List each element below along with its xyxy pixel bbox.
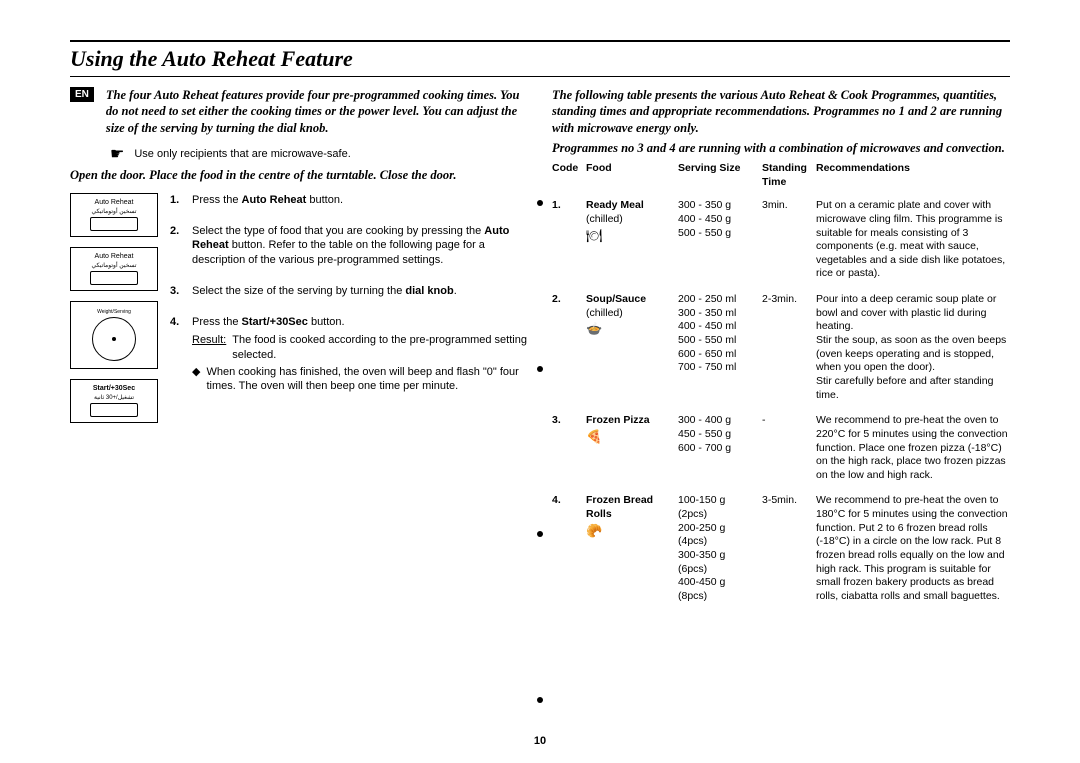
step-number: 4. — [170, 315, 184, 394]
step-number: 3. — [170, 284, 184, 299]
programme-table: Code Food Serving Size Standing Time Rec… — [552, 162, 1010, 610]
cell-serving-size: 300 - 400 g450 - 550 g600 - 700 g — [678, 414, 756, 482]
illus-auto-reheat-2: Auto Reheat تسخين أوتوماتيكي — [70, 247, 158, 291]
result-label: Result: — [192, 333, 226, 363]
table-row: 2.Soup/Sauce(chilled)🍲200 - 250 ml300 - … — [552, 287, 1010, 408]
col-size: Serving Size — [678, 162, 756, 189]
step-list: 1.Press the Auto Reheat button.2.Select … — [170, 193, 528, 433]
cell-food: Frozen Bread Rolls🥐 — [586, 494, 672, 603]
top-rule — [70, 40, 1010, 42]
open-door-instruction: Open the door. Place the food in the cen… — [70, 168, 528, 183]
left-intro: The four Auto Reheat features provide fo… — [106, 87, 528, 136]
cell-recommendation: Pour into a deep ceramic soup plate or b… — [816, 293, 1010, 402]
col-code: Code — [552, 162, 580, 189]
cell-code: 2. — [552, 293, 580, 402]
manual-page: Using the Auto Reheat Feature EN The fou… — [0, 0, 1080, 763]
cell-recommendation: Put on a ceramic plate and cover with mi… — [816, 199, 1010, 281]
right-intro-1: The following table presents the various… — [552, 87, 1010, 136]
step-number: 1. — [170, 193, 184, 208]
page-title: Using the Auto Reheat Feature — [70, 46, 1010, 72]
col-time: Standing Time — [762, 162, 810, 189]
cell-serving-size: 200 - 250 ml300 - 350 ml400 - 450 ml500 … — [678, 293, 756, 402]
table-row: 3.Frozen Pizza🍕300 - 400 g450 - 550 g600… — [552, 408, 1010, 488]
table-header: Code Food Serving Size Standing Time Rec… — [552, 162, 1010, 193]
step-number: 2. — [170, 224, 184, 269]
note-text: Use only recipients that are microwave-s… — [134, 148, 350, 160]
right-column: The following table presents the various… — [552, 87, 1010, 610]
right-intro-2: Programmes no 3 and 4 are running with a… — [552, 140, 1010, 156]
bullet-text: When cooking has finished, the oven will… — [206, 365, 528, 395]
food-icon: 🥐 — [586, 524, 672, 537]
dial-icon — [92, 317, 136, 361]
button-icon — [90, 217, 138, 231]
step-body: Select the type of food that you are coo… — [192, 224, 528, 269]
food-icon: 🍲 — [586, 322, 672, 335]
cell-food: Soup/Sauce(chilled)🍲 — [586, 293, 672, 402]
step-body: Select the size of the serving by turnin… — [192, 284, 528, 299]
cell-standing-time: 3-5min. — [762, 494, 810, 603]
cell-code: 3. — [552, 414, 580, 482]
col-food: Food — [586, 162, 672, 189]
cell-serving-size: 300 - 350 g400 - 450 g500 - 550 g — [678, 199, 756, 281]
title-underline — [70, 76, 1010, 77]
page-number: 10 — [0, 735, 1080, 747]
step-item: 1. Press the Auto Reheat button. — [170, 193, 528, 208]
step-body: Press the Start/+30Sec button.Result:The… — [192, 315, 528, 394]
cell-food: Ready Meal(chilled)🍽 — [586, 199, 672, 281]
table-row: 4.Frozen Bread Rolls🥐100-150 g (2pcs)200… — [552, 488, 1010, 609]
table-row: 1.Ready Meal(chilled)🍽300 - 350 g400 - 4… — [552, 193, 1010, 287]
col-rec: Recommendations — [816, 162, 1010, 189]
cell-food: Frozen Pizza🍕 — [586, 414, 672, 482]
steps-area: Auto Reheat تسخين أوتوماتيكي Auto Reheat… — [70, 193, 528, 433]
cell-code: 4. — [552, 494, 580, 603]
left-column: EN The four Auto Reheat features provide… — [70, 87, 528, 610]
illus-auto-reheat-1: Auto Reheat تسخين أوتوماتيكي — [70, 193, 158, 237]
button-icon — [90, 403, 138, 417]
step-item: 3. Select the size of the serving by turn… — [170, 284, 528, 299]
pointing-hand-icon: ☛ — [110, 144, 124, 164]
cell-standing-time: - — [762, 414, 810, 482]
food-icon: 🍕 — [586, 430, 672, 443]
illus-dial: Weight/Serving — [70, 301, 158, 369]
cell-standing-time: 3min. — [762, 199, 810, 281]
note-row: ☛ Use only recipients that are microwave… — [110, 144, 528, 164]
step-illustrations: Auto Reheat تسخين أوتوماتيكي Auto Reheat… — [70, 193, 158, 433]
result-text: The food is cooked according to the pre-… — [232, 333, 528, 363]
step-item: 2.Select the type of food that you are c… — [170, 224, 528, 269]
cell-recommendation: We recommend to pre-heat the oven to 180… — [816, 494, 1010, 603]
food-icon: 🍽 — [586, 229, 672, 242]
step-body: Press the Auto Reheat button. — [192, 193, 528, 208]
cell-code: 1. — [552, 199, 580, 281]
cell-recommendation: We recommend to pre-heat the oven to 220… — [816, 414, 1010, 482]
step-item: 4.Press the Start/+30Sec button.Result:T… — [170, 315, 528, 394]
cell-serving-size: 100-150 g (2pcs)200-250 g (4pcs)300-350 … — [678, 494, 756, 603]
button-icon — [90, 271, 138, 285]
lang-badge: EN — [70, 87, 94, 102]
diamond-bullet-icon: ◆ — [192, 365, 200, 395]
cell-standing-time: 2-3min. — [762, 293, 810, 402]
illus-start: Start/+30Sec تشغيل/+30 ثانية — [70, 379, 158, 423]
